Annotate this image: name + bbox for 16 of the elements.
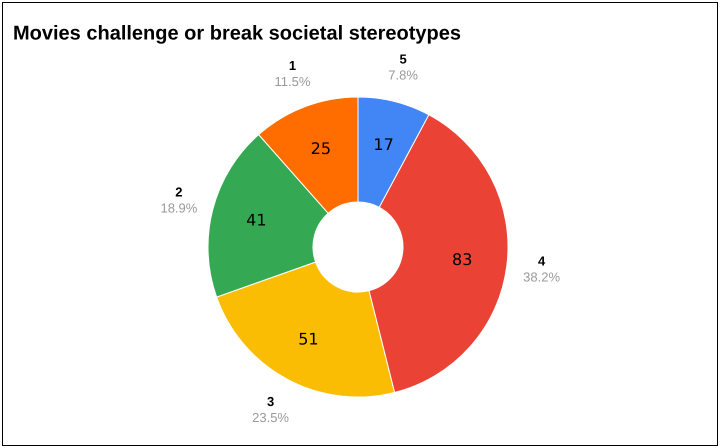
data-label: 51 [298,330,319,349]
text: 7.8% [388,68,418,83]
slice-label: 3 [266,394,274,410]
slice-label: 1 [288,58,296,73]
slice-label: 2 [175,184,183,200]
slice-label: 4 [538,254,546,269]
slice-label: 5 [399,52,407,67]
chart-title: Movies challenge or break societal stereotypes [13,22,461,45]
data-label: 41 [246,210,267,230]
data-label: 25 [310,138,331,158]
text: 18.9% [160,200,198,216]
data-label: 83 [452,250,472,269]
text: 23.5% [252,410,290,426]
text: 38.2% [523,270,560,285]
text: 11.5% [274,74,311,89]
data-label: 17 [373,135,394,154]
